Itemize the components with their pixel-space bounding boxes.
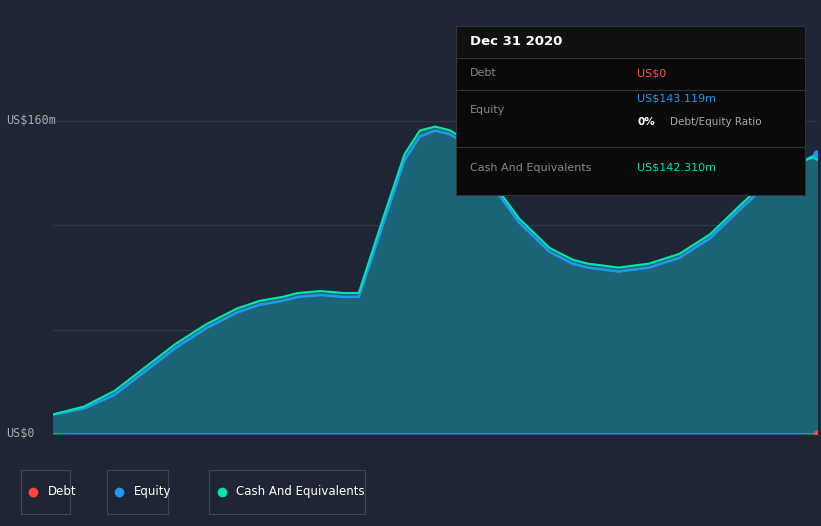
Text: US$160m: US$160m — [6, 114, 56, 127]
Text: Debt: Debt — [470, 68, 497, 78]
Text: 2019: 2019 — [392, 459, 425, 472]
Text: US$0: US$0 — [637, 68, 667, 78]
Text: 2018: 2018 — [52, 459, 85, 472]
FancyBboxPatch shape — [456, 26, 805, 57]
Text: US$142.310m: US$142.310m — [637, 163, 716, 173]
Text: Equity: Equity — [134, 485, 172, 498]
Text: Equity: Equity — [470, 105, 505, 116]
Text: Cash And Equivalents: Cash And Equivalents — [236, 485, 365, 498]
Text: 0%: 0% — [637, 117, 655, 127]
Text: 2020: 2020 — [625, 459, 658, 472]
Text: Debt: Debt — [48, 485, 76, 498]
Text: US$143.119m: US$143.119m — [637, 94, 716, 104]
Text: US$0: US$0 — [6, 428, 34, 440]
Text: Dec 31 2020: Dec 31 2020 — [470, 35, 562, 48]
Text: Debt/Equity Ratio: Debt/Equity Ratio — [670, 117, 762, 127]
Text: Cash And Equivalents: Cash And Equivalents — [470, 163, 591, 173]
